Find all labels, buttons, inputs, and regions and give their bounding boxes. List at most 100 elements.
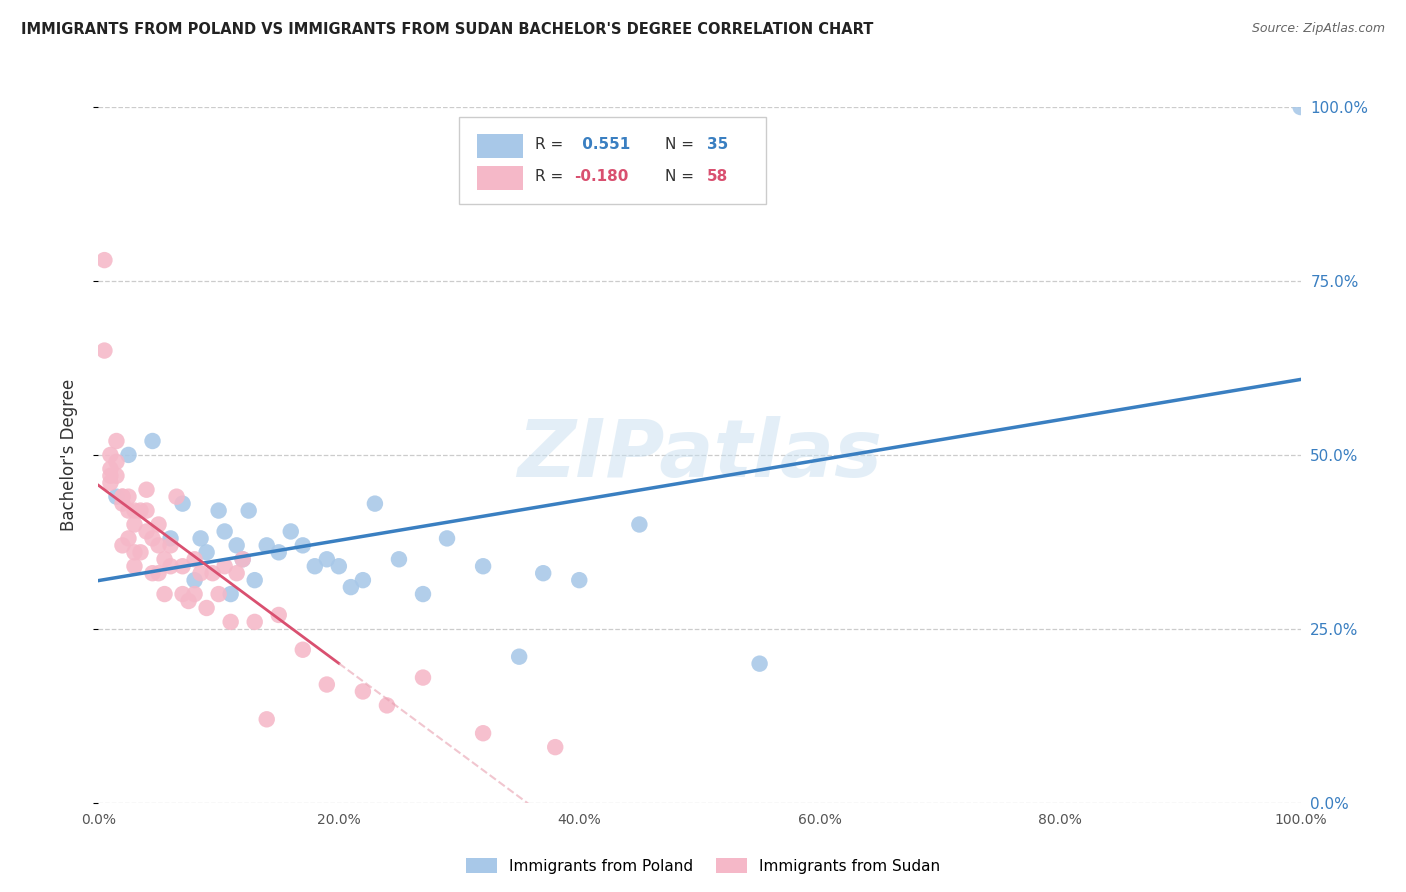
Point [190,532,212,546]
Point [352,684,374,698]
Point [135,524,157,539]
Point [531,566,554,581]
Point [183,587,205,601]
Point [280,524,302,539]
Point [315,677,337,691]
Point [124,545,146,559]
Point [105,490,128,504]
Point [214,559,236,574]
Point [117,503,139,517]
Text: N =: N = [665,137,699,153]
Text: Source: ZipAtlas.com: Source: ZipAtlas.com [1251,22,1385,36]
Point [243,615,266,629]
Point [159,532,181,546]
Point [141,566,163,581]
Point [129,503,152,517]
Text: 58: 58 [707,169,728,184]
Point [135,483,157,497]
Point [238,503,260,517]
Point [364,497,387,511]
Text: R =: R = [534,137,568,153]
Point [201,566,224,581]
Point [219,615,242,629]
Point [111,490,134,504]
Point [375,698,398,713]
Point [412,671,434,685]
Point [93,253,115,268]
Point [93,343,115,358]
Text: N =: N = [665,169,699,184]
Text: -0.180: -0.180 [575,169,628,184]
Text: 0.551: 0.551 [576,137,630,153]
Point [177,594,200,608]
Text: 35: 35 [707,137,728,153]
Point [472,559,495,574]
FancyBboxPatch shape [458,118,766,204]
Legend: Immigrants from Poland, Immigrants from Sudan: Immigrants from Poland, Immigrants from … [460,852,946,880]
Point [568,573,591,587]
Point [141,434,163,448]
Point [105,468,128,483]
Point [183,552,205,566]
Point [159,559,181,574]
Point [105,434,128,448]
FancyBboxPatch shape [477,134,523,158]
Y-axis label: Bachelor's Degree: Bachelor's Degree [59,379,77,531]
Point [544,740,567,755]
Point [159,538,181,552]
Point [124,503,146,517]
Point [208,503,231,517]
Point [436,532,458,546]
Point [352,573,374,587]
Point [135,503,157,517]
Point [304,559,326,574]
Point [291,642,314,657]
Point [219,587,242,601]
Point [117,532,139,546]
Point [111,497,134,511]
Text: ZIPatlas: ZIPatlas [517,416,882,494]
Point [195,601,218,615]
Point [111,538,134,552]
Point [117,490,139,504]
Point [412,587,434,601]
Point [100,468,122,483]
Point [315,552,337,566]
Point [628,517,651,532]
Point [172,497,194,511]
Point [100,475,122,490]
Text: IMMIGRANTS FROM POLAND VS IMMIGRANTS FROM SUDAN BACHELOR'S DEGREE CORRELATION CH: IMMIGRANTS FROM POLAND VS IMMIGRANTS FRO… [21,22,873,37]
Point [232,552,254,566]
Point [100,448,122,462]
Point [111,490,134,504]
FancyBboxPatch shape [477,166,523,190]
Point [148,566,170,581]
Point [243,573,266,587]
Point [129,545,152,559]
Point [225,538,247,552]
Point [124,517,146,532]
Point [148,538,170,552]
Point [225,566,247,581]
Text: R =: R = [534,169,568,184]
Point [105,455,128,469]
Point [208,587,231,601]
Point [148,517,170,532]
Point [388,552,411,566]
Point [256,538,278,552]
Point [183,573,205,587]
Point [141,532,163,546]
Point [748,657,770,671]
Point [100,462,122,476]
Point [190,566,212,581]
Point [340,580,363,594]
Point [172,587,194,601]
Point [1289,100,1312,114]
Point [214,524,236,539]
Point [172,559,194,574]
Point [166,490,188,504]
Point [472,726,495,740]
Point [153,552,176,566]
Point [232,552,254,566]
Point [117,448,139,462]
